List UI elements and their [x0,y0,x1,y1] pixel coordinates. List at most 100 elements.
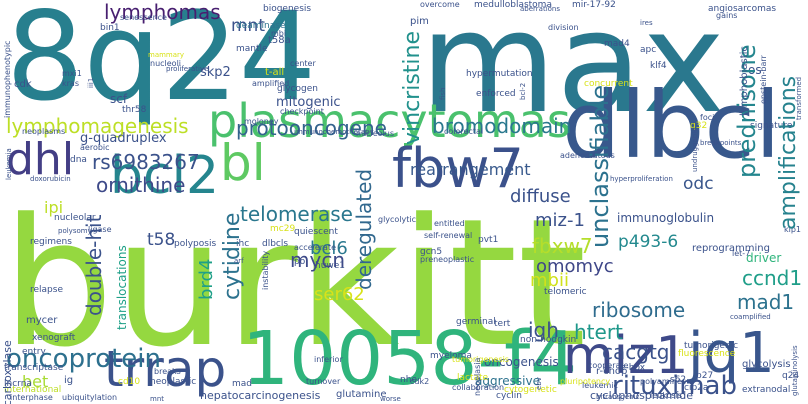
word-ligase: ligase [88,225,112,234]
word-fbxw7: fbxw7 [532,234,593,258]
word-foci: foci [700,113,715,122]
word-senescence: senescence [120,13,167,22]
word-scf: scf [110,92,128,106]
word-bcl6: bcl6 [310,238,348,259]
word-mad: mad [232,379,252,389]
word-leukosis: cdk2 [410,377,430,386]
word-immunoglobulin: immunoglobulin [617,211,715,225]
word-transcriptase: transcriptase [4,363,64,373]
word-hepatocarcinogenesis: hepatocarcinogenesis [200,389,321,402]
word-quiescent: quiescent [294,227,338,237]
word-leukemia: leukemia [5,148,13,180]
word-lncrna: lncrna [4,379,32,389]
word-trrap: trrap [104,340,227,398]
word-entitled: glycolytic [378,215,417,224]
word-breakpoints: breakpoints [700,139,742,147]
word-adenomatous: self-renewal [424,231,473,240]
word-coamplified: bcl-2 [519,82,527,100]
word-ires: ires [640,19,653,27]
word-neoplastic: neoplastic [150,377,197,387]
word-pim: pim [410,16,429,27]
word-worse: worse [380,395,401,403]
word-translocations: translocations [115,245,129,330]
word-max: max [420,0,726,145]
word-non-hodgkin: non-hodgkin [520,335,577,345]
word-neoplasia: adenomatous [560,151,615,160]
word-enforced: enforced [476,89,516,99]
word-iii1: kip1 [784,225,802,234]
word-polysomy: polysomy [58,227,92,235]
word-telomerase: telomerase [240,202,353,226]
word-oncogenesis: oncogenesis [484,355,559,369]
word-cdk: cdk [14,79,32,90]
word-mycn: mycn [290,248,345,272]
word-let-7: let-7 [732,249,751,258]
word-ipi: ipi [44,198,64,217]
word-unclassifiable: unclassifiable [586,84,614,248]
word-extranodal: extranodal [742,385,791,395]
word-immunophenotypic: immunophenotypic [3,40,12,118]
word-mitogenic: mitogenic [276,95,341,110]
word-deaminase: deaminase [236,21,286,31]
word-colorectal: colorectal [444,127,484,136]
word-mycer: mycer [26,315,58,326]
word-aberrations: checkpoint [280,107,324,116]
word-aerobic: aerobic [80,143,110,152]
word-telomeric: telomeric [544,287,587,297]
word-8q24: 8q24 [6,0,317,128]
word-omomyc: omomyc [536,256,614,277]
word-double-hit: double-hit [82,214,106,316]
word-xenograft: xenograft [32,333,76,343]
word-international: international [4,385,62,395]
word-rearrangement: rearrangement [410,160,531,179]
word-bl: bl [220,134,266,192]
word-lactate: lactate [457,373,489,383]
word-q32: q32 [690,121,708,131]
word-os: os [748,63,762,77]
word-undruggable: iii1 [87,77,95,88]
word-ccnd1: ccnd1 [742,266,803,290]
word-cyclophosphamide: cyclophosphamide [590,389,694,402]
word-rs6983267: rs6983267 [92,150,200,174]
word-lymphomagenesis: lymphomagenesis [6,114,189,138]
word-apc: apc [640,45,657,55]
word-ornithine: ornithine [96,173,186,197]
word-miz-1: miz-1 [535,210,585,231]
word-pluripotency: pluripotency [560,377,611,386]
word-vincristine: vincristine [400,30,425,145]
word-proliferative: glutaminolysis [791,345,799,396]
word-mnt: mnt [150,395,164,403]
word-mammary: mammary [148,51,185,59]
word-nucleolar: nucleolar [54,213,96,223]
word-neoplasms: neoplasms [22,127,66,136]
word-ser62: ser62 [314,284,365,305]
word-odc: odc [683,174,714,194]
word-center: center [290,59,316,68]
word-t58: t58 [147,230,176,250]
word-klf4: klf4 [650,61,667,71]
word-p27: p27 [696,371,714,381]
word-mbii: mbii [530,270,569,291]
word-kras: kras [62,79,79,88]
word-ihc: ihc [236,239,250,249]
word-ribosome: ribosome [592,298,686,322]
word-bitransgenic: ebv [535,377,543,390]
word-epstein-barr: epstein-barr [759,55,768,104]
word-t-all: t-all [265,67,285,78]
word-bromodomain: bromodomain [432,114,572,138]
word-protooncogene: protooncogene [236,116,387,140]
word-glutamine: glutamine [336,389,387,400]
word-cip2a: cip2a [684,383,709,393]
word-self-renewal: entitled [434,219,465,228]
word-g-quadruplex: g-quadruplex [80,131,167,146]
word-fluorescence: fluorescence [678,349,736,359]
word-angiosarcomas: angiosarcomas [708,4,777,14]
word-oncoprotein: oncoprotein [6,344,162,374]
word-jq1: jq1 [688,321,775,386]
word-mc29: mc29 [270,224,296,234]
word-collaboration: collaboration [452,383,505,392]
word-thr58: thr58 [122,105,147,115]
word-brd4: brd4 [196,258,217,300]
word-relapse: relapse [30,285,63,295]
